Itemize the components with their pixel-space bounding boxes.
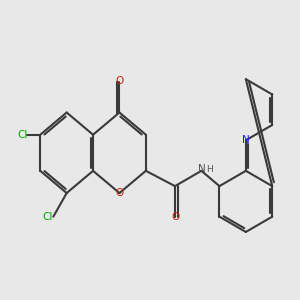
Text: N: N <box>242 135 250 145</box>
Text: O: O <box>115 188 124 198</box>
Text: Cl: Cl <box>17 130 27 140</box>
Text: O: O <box>171 212 179 222</box>
Text: H: H <box>206 165 212 174</box>
Text: O: O <box>115 76 124 86</box>
Text: Cl: Cl <box>42 212 52 222</box>
Text: N: N <box>197 164 205 174</box>
